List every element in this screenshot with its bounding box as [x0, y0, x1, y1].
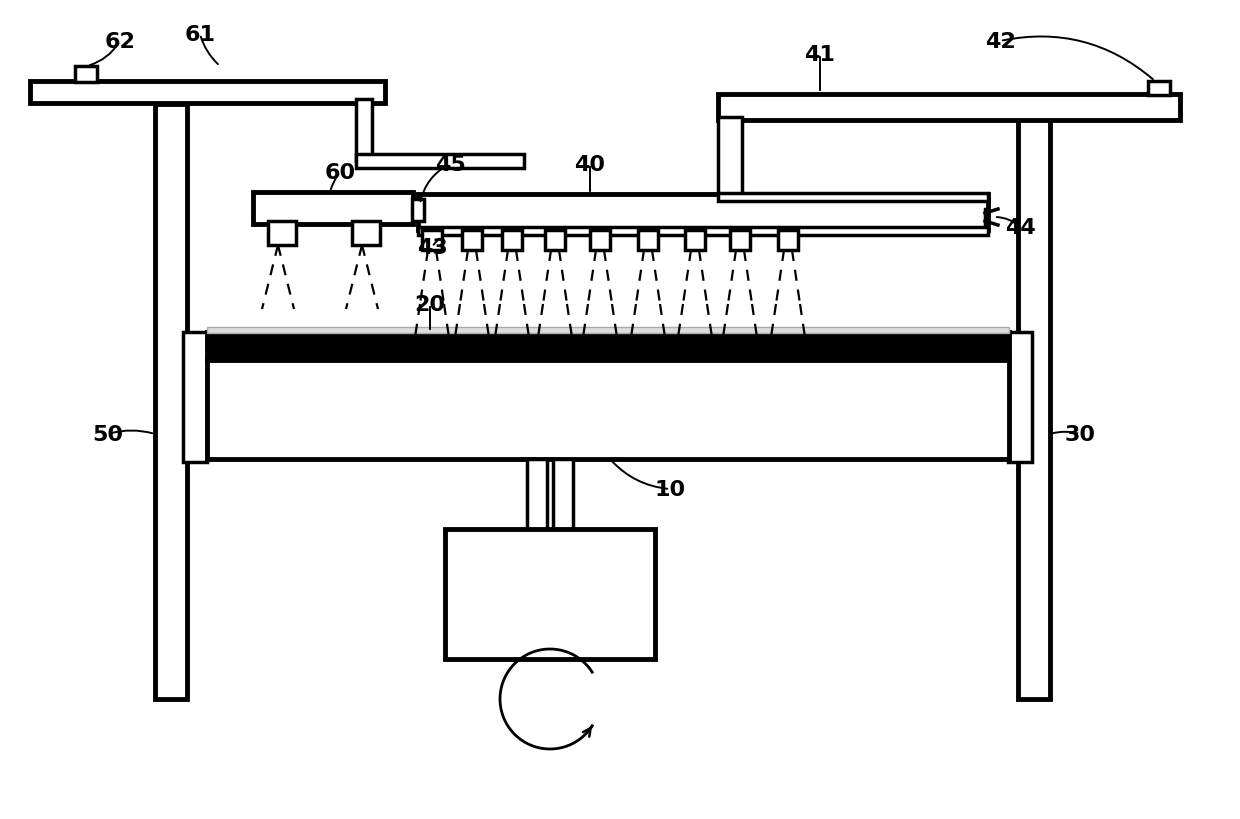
Text: 60: 60 [325, 163, 356, 183]
Bar [207, 328, 1009, 333]
Text: 61: 61 [185, 25, 216, 45]
Bar [356, 100, 372, 162]
Bar [463, 231, 482, 251]
Bar [590, 231, 610, 251]
Text: 62: 62 [104, 32, 135, 52]
Bar [546, 231, 565, 251]
Bar [418, 228, 988, 236]
Text: 30: 30 [1064, 424, 1095, 445]
Bar [207, 360, 1009, 459]
Bar [718, 95, 1180, 121]
Bar [422, 231, 441, 251]
Bar [718, 118, 742, 196]
Bar [1018, 105, 1050, 699]
Bar [418, 195, 988, 231]
Bar [207, 333, 1009, 360]
Bar [253, 192, 413, 224]
Bar [502, 231, 522, 251]
Text: 40: 40 [574, 155, 605, 174]
Bar [74, 67, 97, 83]
Bar [30, 82, 384, 104]
Text: 10: 10 [655, 479, 686, 500]
Text: 43: 43 [417, 238, 448, 258]
Bar [184, 333, 207, 463]
Text: 45: 45 [435, 155, 465, 174]
Bar [412, 200, 424, 222]
Bar [718, 194, 988, 201]
Text: 20: 20 [414, 295, 445, 314]
Bar [553, 459, 573, 532]
Text: 50: 50 [93, 424, 124, 445]
Bar [1008, 333, 1032, 463]
Bar [155, 105, 187, 699]
Bar [1148, 82, 1171, 96]
Bar [527, 459, 547, 532]
Bar [639, 231, 658, 251]
Bar [684, 231, 706, 251]
Text: 42: 42 [985, 32, 1016, 52]
Text: 44: 44 [1004, 218, 1035, 238]
Bar [777, 231, 799, 251]
Bar [445, 529, 655, 659]
Bar [356, 155, 525, 169]
Bar [268, 222, 296, 246]
Bar [730, 231, 750, 251]
Text: 41: 41 [805, 45, 836, 65]
Bar [352, 222, 379, 246]
